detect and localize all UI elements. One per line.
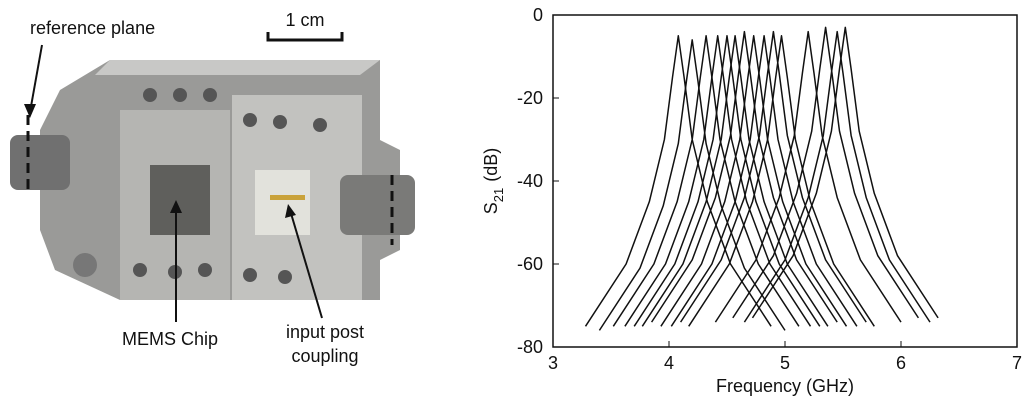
y-tick-label: -80 [517, 337, 543, 357]
resonance-curve [743, 30, 931, 323]
x-tick-label: 4 [664, 353, 674, 373]
reference-label: reference plane [30, 18, 155, 38]
resonance-curve [732, 26, 920, 319]
resonance-curve [633, 35, 821, 327]
y-axis-label-sub: 21 [491, 188, 506, 202]
resonance-curve [714, 30, 902, 323]
scale-label: 1 cm [285, 10, 324, 30]
resonance-curve [679, 30, 867, 323]
chart: Frequency (GHz) S21 (dB) 3 4 5 6 7 -80 -60 -40 -2… [481, 5, 1022, 396]
y-axis-label: S21 (dB) [481, 148, 506, 215]
resonance-curve [660, 35, 848, 327]
resonance-curve [641, 35, 829, 327]
resonance-curve [670, 35, 858, 327]
x-axis-label: Frequency (GHz) [716, 376, 854, 396]
x-tick-label: 5 [780, 353, 790, 373]
y-tick-label: -20 [517, 88, 543, 108]
device-photo: reference plane 1 cm MEMS Chip input pos… [0, 0, 470, 401]
resonance-curve [598, 39, 786, 331]
chip-label: MEMS Chip [122, 329, 218, 349]
x-tick-label: 6 [896, 353, 906, 373]
coupling-label: coupling [291, 346, 358, 366]
y-axis-label-main: S [481, 202, 501, 214]
resonance-curve [624, 35, 812, 327]
y-axis-label-unit: (dB) [481, 148, 501, 182]
resonance-curve [612, 35, 800, 327]
coupling-label: input post [286, 322, 364, 342]
x-tick-label: 3 [548, 353, 558, 373]
y-tick-label: -40 [517, 171, 543, 191]
resonance-curve [688, 35, 875, 327]
y-tick-label: -60 [517, 254, 543, 274]
resonance-curve [751, 26, 939, 319]
resonance-curve [584, 35, 772, 327]
y-tick-label: 0 [533, 5, 543, 25]
resonance-curve [650, 30, 838, 323]
x-tick-label: 7 [1012, 353, 1022, 373]
